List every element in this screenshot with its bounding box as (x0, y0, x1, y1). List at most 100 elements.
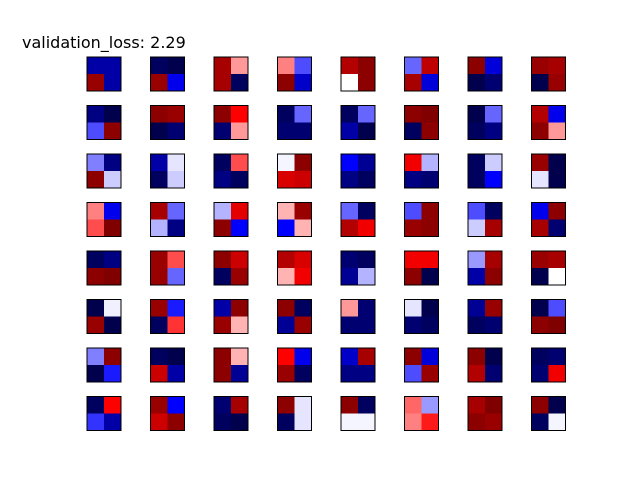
subplot-frame (531, 347, 566, 383)
heatmap-cell (404, 74, 422, 92)
heatmap-cell (231, 74, 249, 92)
filter-subplot-r5-c2 (150, 250, 185, 286)
heatmap-cell (294, 299, 312, 317)
heatmap-cell (277, 316, 295, 334)
filter-subplot-r3-c6 (404, 153, 439, 189)
filter-subplot-r1-c6 (404, 56, 439, 92)
heatmap-cell (167, 251, 185, 269)
heatmap-cell (277, 413, 295, 431)
heatmap-cell (548, 251, 566, 269)
filter-subplot-r7-c8 (531, 347, 566, 383)
heatmap-cell (468, 316, 486, 334)
heatmap-cell (531, 122, 549, 140)
heatmap-cell (214, 251, 232, 269)
filter-subplot-r5-c5 (340, 250, 376, 286)
filter-subplot-r7-c2 (150, 347, 185, 383)
subplot-frame (404, 202, 439, 237)
heatmap-cell (531, 268, 549, 286)
subplot-frame (531, 299, 566, 334)
heatmap-cell (421, 413, 439, 431)
heatmap-cell (104, 202, 122, 220)
heatmap-cell (421, 219, 439, 237)
subplot-frame (213, 202, 249, 237)
heatmap-cell (277, 122, 295, 140)
subplot-frame (340, 299, 376, 334)
heatmap-cell (150, 348, 168, 366)
heatmap-cell (341, 365, 359, 383)
filter-subplot-r5-c4 (277, 250, 312, 286)
heatmap-cell (548, 105, 566, 123)
heatmap-cell (421, 396, 439, 414)
heatmap-cell (167, 122, 185, 140)
subplot-frame (86, 105, 122, 140)
filter-subplot-r3-c3 (213, 153, 249, 189)
heatmap-cell (468, 251, 486, 269)
heatmap-cell (485, 299, 503, 317)
heatmap-cell (468, 219, 486, 237)
heatmap-cell (150, 202, 168, 220)
heatmap-cell (468, 299, 486, 317)
subplot-frame (467, 153, 503, 189)
heatmap-cell (87, 316, 105, 334)
heatmap-cell (531, 299, 549, 317)
subplot-frame (340, 56, 376, 92)
filter-subplot-r5-c8 (531, 250, 566, 286)
heatmap-cell (404, 268, 422, 286)
filter-subplot-r4-c1 (86, 202, 122, 237)
heatmap-cell (358, 154, 376, 172)
heatmap-cell (531, 396, 549, 414)
subplot-frame (340, 153, 376, 189)
heatmap-cell (104, 171, 122, 189)
subplot-frame (340, 105, 376, 140)
subplot-frame (277, 299, 312, 334)
heatmap-cell (294, 348, 312, 366)
heatmap-cell (358, 316, 376, 334)
heatmap-cell (548, 154, 566, 172)
heatmap-cell (485, 316, 503, 334)
subplot-frame (467, 56, 503, 92)
subplot-frame (150, 250, 185, 286)
heatmap-cell (167, 348, 185, 366)
heatmap-cell (531, 316, 549, 334)
heatmap-cell (214, 105, 232, 123)
heatmap-cell (150, 171, 168, 189)
heatmap-cell (87, 122, 105, 140)
heatmap-cell (87, 57, 105, 75)
filter-subplot-r2-c7 (467, 105, 503, 140)
filter-subplot-r3-c8 (531, 153, 566, 189)
filter-subplot-r6-c2 (150, 299, 185, 334)
heatmap-cell (277, 365, 295, 383)
heatmap-cell (150, 154, 168, 172)
heatmap-cell (214, 154, 232, 172)
subplot-frame (404, 396, 439, 431)
heatmap-cell (277, 154, 295, 172)
heatmap-cell (404, 57, 422, 75)
subplot-frame (531, 250, 566, 286)
heatmap-cell (531, 57, 549, 75)
heatmap-cell (485, 122, 503, 140)
filter-subplot-r8-c5 (340, 396, 376, 431)
heatmap-cell (150, 105, 168, 123)
heatmap-cell (294, 268, 312, 286)
heatmap-cell (421, 316, 439, 334)
heatmap-cell (358, 251, 376, 269)
filter-subplot-r6-c7 (467, 299, 503, 334)
heatmap-cell (421, 202, 439, 220)
heatmap-cell (404, 122, 422, 140)
heatmap-cell (485, 57, 503, 75)
heatmap-cell (341, 219, 359, 237)
heatmap-cell (341, 299, 359, 317)
subplot-frame (213, 396, 249, 431)
heatmap-cell (341, 316, 359, 334)
heatmap-cell (167, 105, 185, 123)
filter-subplot-r5-c3 (213, 250, 249, 286)
heatmap-cell (358, 171, 376, 189)
heatmap-cell (150, 74, 168, 92)
subplot-frame (213, 347, 249, 383)
subplot-frame (150, 105, 185, 140)
heatmap-cell (214, 74, 232, 92)
heatmap-cell (294, 251, 312, 269)
heatmap-cell (277, 171, 295, 189)
filter-subplot-r5-c1 (86, 250, 122, 286)
